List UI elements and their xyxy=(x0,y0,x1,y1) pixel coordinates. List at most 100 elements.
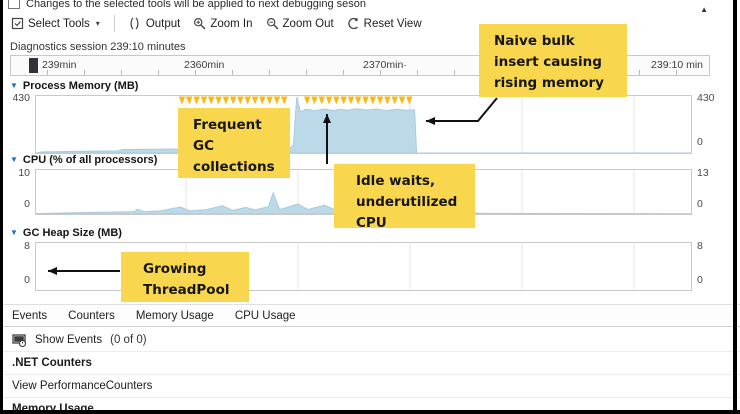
toolbar-divider xyxy=(113,15,115,32)
memory-axis-right-min: 0 xyxy=(697,136,703,148)
cpu-axis-right-max: 13 xyxy=(697,167,709,179)
chart-cpu-area-series xyxy=(36,191,691,214)
cpu-header: ▼ CPU (% of all processors) xyxy=(10,154,157,166)
gc-collection-markers xyxy=(208,96,215,105)
gc-collection-markers xyxy=(355,96,362,105)
timeline-thumb[interactable] xyxy=(29,58,38,73)
detail-tabs: Events Counters Memory Usage CPU Usage xyxy=(0,304,740,327)
gc-heap-title: GC Heap Size (MB) xyxy=(22,227,122,239)
top-note-label: Changes to the selected tools will be ap… xyxy=(26,0,367,10)
gc-collection-markers xyxy=(273,96,281,105)
gc-collection-markers xyxy=(222,96,230,105)
gc-collection-markers xyxy=(318,96,325,105)
zoom-in-button[interactable]: Zoom In xyxy=(190,15,255,32)
gc-collection-markers xyxy=(251,96,259,105)
detail-row--net-counters[interactable]: .NET Counters xyxy=(0,352,740,375)
gc-collection-markers xyxy=(281,96,288,105)
tab-cpu-usage[interactable]: CPU Usage xyxy=(234,309,296,322)
tab-memory-usage[interactable]: Memory Usage xyxy=(135,309,214,322)
process-memory-chart[interactable] xyxy=(35,95,692,154)
reset-view-icon xyxy=(348,17,358,30)
gc-axis-left-min: 0 xyxy=(24,274,30,286)
zoom-out-label: Zoom Out xyxy=(282,17,334,30)
window-border-right xyxy=(733,0,737,414)
gc-axis-right-min: 0 xyxy=(697,274,703,286)
gc-collection-markers xyxy=(200,96,208,105)
details-list: .NET Counters View PerformanceCounters Mem… xyxy=(0,352,740,414)
show-events-label: Show Events xyxy=(35,334,103,346)
show-events-row[interactable]: Show Events (0 of 0) xyxy=(0,329,740,352)
memory-axis-right-max: 430 xyxy=(697,92,715,104)
gc-collection-markers xyxy=(398,96,406,105)
window-border-left xyxy=(0,0,3,414)
reset-view-label: Reset View xyxy=(363,17,422,30)
reset-view-button[interactable]: Reset View xyxy=(344,15,425,32)
output-button[interactable]: Output xyxy=(126,15,184,32)
gc-collection-markers xyxy=(186,96,193,105)
ruler-label-1: 2360min xyxy=(184,59,225,71)
ruler-label-0: 239min xyxy=(42,59,77,71)
gc-collection-markers xyxy=(244,96,251,105)
cpu-axis-left-max: 10 xyxy=(18,167,30,179)
gc-collection-markers xyxy=(215,96,222,105)
zoom-out-button[interactable]: Zoom Out xyxy=(263,15,337,32)
timeline-ruler[interactable]: 239min 2360min 2370min· 239:10 min xyxy=(10,55,710,76)
gc-collection-markers xyxy=(303,96,311,105)
ruler-label-2: 2370min· xyxy=(363,59,407,71)
gc-collection-markers xyxy=(259,96,266,105)
zoom-out-icon xyxy=(266,17,279,30)
gc-axis-left-max: 8 xyxy=(24,240,30,252)
gc-collection-markers xyxy=(229,96,237,105)
gc-collection-markers xyxy=(347,96,355,105)
gc-collection-markers xyxy=(362,96,369,105)
collapse-expander-icon[interactable]: ▼ xyxy=(10,155,18,164)
show-events-icon xyxy=(12,333,27,347)
memory-axis-left-max: 430 xyxy=(12,92,30,104)
select-tools-button[interactable]: Select Tools ▾ xyxy=(8,15,103,32)
gc-collection-markers xyxy=(340,96,347,105)
output-icon xyxy=(130,17,139,30)
top-note-row: Changes to the selected tools will be ap… xyxy=(8,0,366,10)
gc-collection-markers xyxy=(311,96,318,105)
chart-memory-area-series xyxy=(36,97,691,153)
zoom-in-icon xyxy=(194,17,206,30)
tab-counters[interactable]: Counters xyxy=(68,309,115,322)
show-events-count: (0 of 0) xyxy=(110,334,147,346)
zoom-in-label: Zoom In xyxy=(210,17,253,30)
gc-collection-markers xyxy=(325,96,333,105)
cpu-axis-right-min: 0 xyxy=(697,198,703,210)
output-label: Output xyxy=(145,17,181,30)
collapse-caret-icon[interactable]: ▲ xyxy=(700,5,708,14)
collapse-expander-icon[interactable]: ▼ xyxy=(10,228,18,237)
detail-row-view-performancecounters[interactable]: View PerformanceCounters xyxy=(0,375,740,398)
gc-collection-markers xyxy=(369,96,377,105)
process-memory-header: ▼ Process Memory (MB) xyxy=(10,80,138,92)
gc-heap-header: ▼ GC Heap Size (MB) xyxy=(10,227,122,239)
cpu-chart[interactable] xyxy=(35,169,692,215)
apply-tools-checkbox[interactable] xyxy=(8,0,20,9)
gc-collection-markers xyxy=(266,96,273,105)
cpu-axis-left-min: 0 xyxy=(24,198,30,210)
session-title: Diagnostics session 239:10 minutes xyxy=(10,41,186,53)
gc-heap-chart[interactable] xyxy=(35,242,692,291)
chevron-down-icon: ▾ xyxy=(95,19,100,28)
process-memory-title: Process Memory (MB) xyxy=(22,80,139,92)
gc-collection-markers xyxy=(237,96,244,105)
gc-collection-markers xyxy=(333,96,340,105)
gc-axis-right-max: 8 xyxy=(697,240,703,252)
gc-collection-markers xyxy=(178,96,186,105)
gc-collection-markers xyxy=(376,96,384,105)
gc-collection-markers xyxy=(391,96,398,105)
gc-collection-markers xyxy=(193,96,200,105)
window-border-bottom xyxy=(0,410,740,414)
select-tools-icon xyxy=(11,17,24,30)
ruler-label-3: 239:10 min xyxy=(651,59,703,71)
toolbar: Select Tools ▾ Output Zoom In xyxy=(8,13,425,34)
select-tools-label: Select Tools xyxy=(28,17,90,30)
detail-row-memory-usage[interactable]: Memory Usage xyxy=(0,398,740,414)
gc-collection-markers xyxy=(406,96,413,105)
ruler-ticks xyxy=(11,70,709,75)
tab-events[interactable]: Events xyxy=(12,309,48,322)
collapse-expander-icon[interactable]: ▼ xyxy=(10,81,18,90)
